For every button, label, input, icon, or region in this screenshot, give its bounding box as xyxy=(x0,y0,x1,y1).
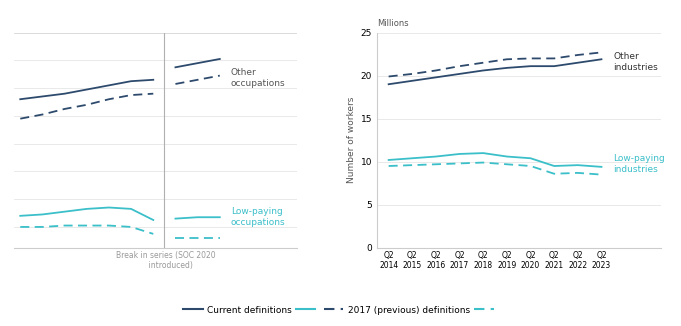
Text: Millions: Millions xyxy=(377,19,409,28)
Text: Low-paying
occupations: Low-paying occupations xyxy=(231,207,285,227)
Text: Other
industries: Other industries xyxy=(614,52,658,72)
Legend: Current definitions, , 2017 (previous) definitions, : Current definitions, , 2017 (previous) d… xyxy=(179,302,502,318)
Text: Break in series (SOC 2020
    introduced): Break in series (SOC 2020 introduced) xyxy=(116,251,215,270)
Y-axis label: Number of workers: Number of workers xyxy=(347,97,356,183)
Text: Other
occupations: Other occupations xyxy=(231,68,285,88)
Text: Low-paying
industries: Low-paying industries xyxy=(614,154,665,174)
